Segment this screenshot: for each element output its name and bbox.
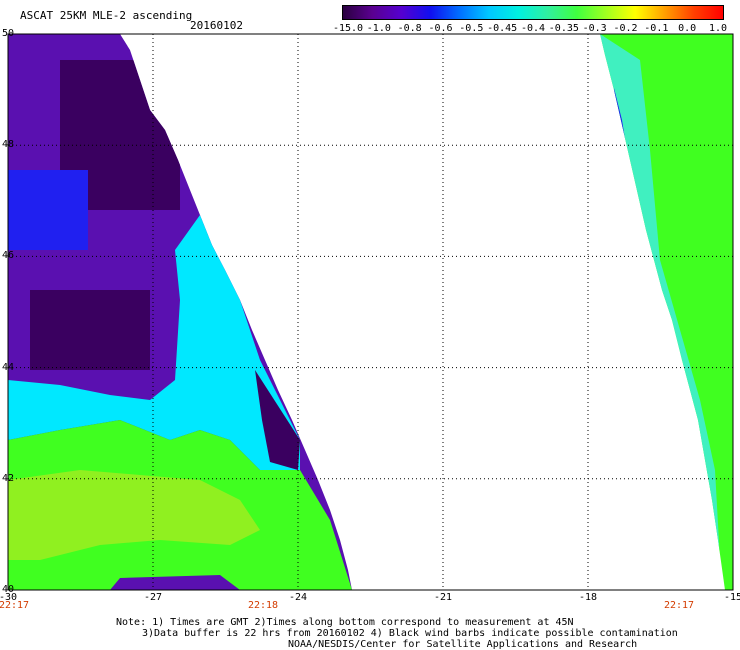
lat-tick-label: 50 [2,28,15,39]
colorbar-tick-label: -0.3 [582,23,607,34]
lat-tick-label: 46 [2,250,15,262]
time-label-3: 22:17 [663,600,695,611]
colorbar-tick-label: -0.8 [397,23,422,34]
lon-tick-label: -24 [288,592,308,603]
colorbar-tick-label: 1.0 [708,23,728,34]
lon-tick-label: -30 [0,592,18,603]
colorbar-tick-label: -0.6 [428,23,453,34]
swath-deep-patch-2 [30,290,150,370]
swath-yellow-green-band [8,470,260,560]
colorbar-tick-label: -0.35 [548,23,579,34]
plot-frame [7,33,734,591]
lon-tick-label: -21 [433,592,453,603]
lat-tick-label: 48 [2,139,15,151]
swath-cyan-band [8,215,300,470]
colorbar-tick-label: -0.45 [487,23,518,34]
swath-bottom-purple [110,575,240,590]
swath-blue-patch [8,170,88,250]
map-title: ASCAT 25KM MLE-2 ascending [20,9,193,22]
lon-tick-label: -15 [723,592,740,603]
lon-tick-label: -27 [143,592,163,603]
colorbar [342,5,724,20]
colorbar-tick-label: -15.0 [332,23,364,34]
swath-edge-blue [614,88,648,240]
left-swath [8,34,352,590]
colorbar-tick-label: -1.0 [366,23,391,34]
colorbar-tick-label: -0.5 [459,23,484,34]
map-date: 20160102 [190,19,243,32]
grid-lines [8,34,733,590]
time-label-1: 22:17 [0,600,30,611]
lat-tick-label: 40 [2,584,15,595]
swath-edge-purple [255,370,300,470]
colorbar-tick-label: -0.2 [613,23,638,34]
lon-tick-label: -18 [578,592,598,603]
colorbar-tick-label: -0.1 [644,23,669,34]
lat-tick-label: 44 [2,361,15,373]
time-label-2: 22:18 [247,600,279,611]
note-line-1: Note: 1) Times are GMT 2)Times along bot… [116,617,574,628]
colorbar-tick-label: -0.4 [520,23,546,34]
lat-tick-label: 42 [2,472,15,484]
note-line-2: 3)Data buffer is 22 hrs from 20160102 4)… [142,628,678,639]
colorbar-tick-label: 0.0 [678,23,697,34]
note-line-3: NOAA/NESDIS/Center for Satellite Applica… [288,639,638,650]
right-swath [600,34,733,590]
